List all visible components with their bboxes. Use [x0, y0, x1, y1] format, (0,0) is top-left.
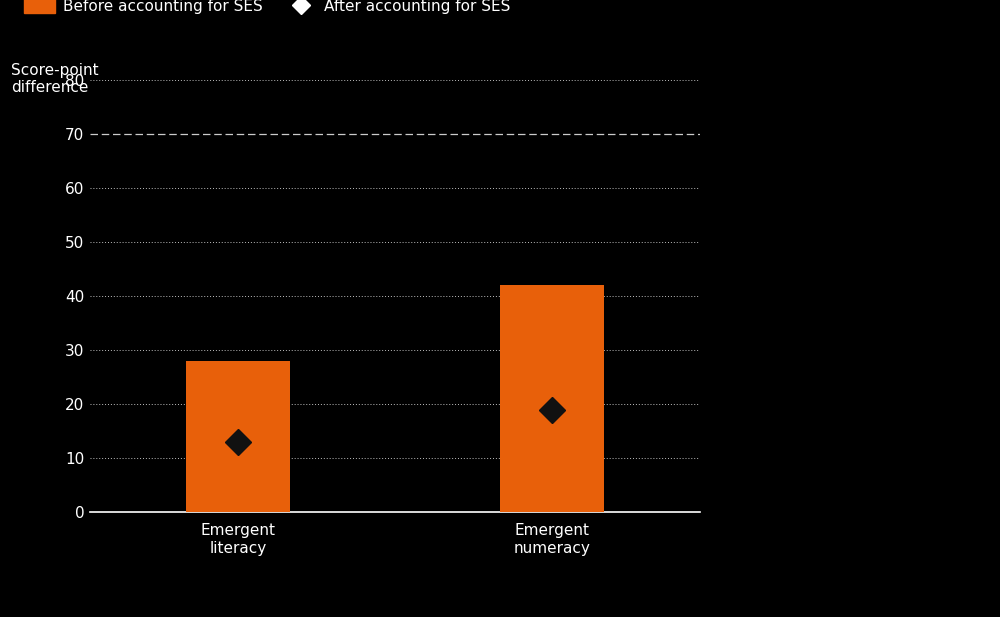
Bar — [186, 361, 290, 512]
Text: Score-point
difference: Score-point difference — [11, 63, 98, 96]
Bar — [500, 285, 604, 512]
Legend: Before accounting for SES, After accounting for SES: Before accounting for SES, After account… — [18, 0, 516, 20]
Text: Children whose parents were
reported as more involved in
school activities had h: Children whose parents were reported as … — [743, 215, 1000, 304]
